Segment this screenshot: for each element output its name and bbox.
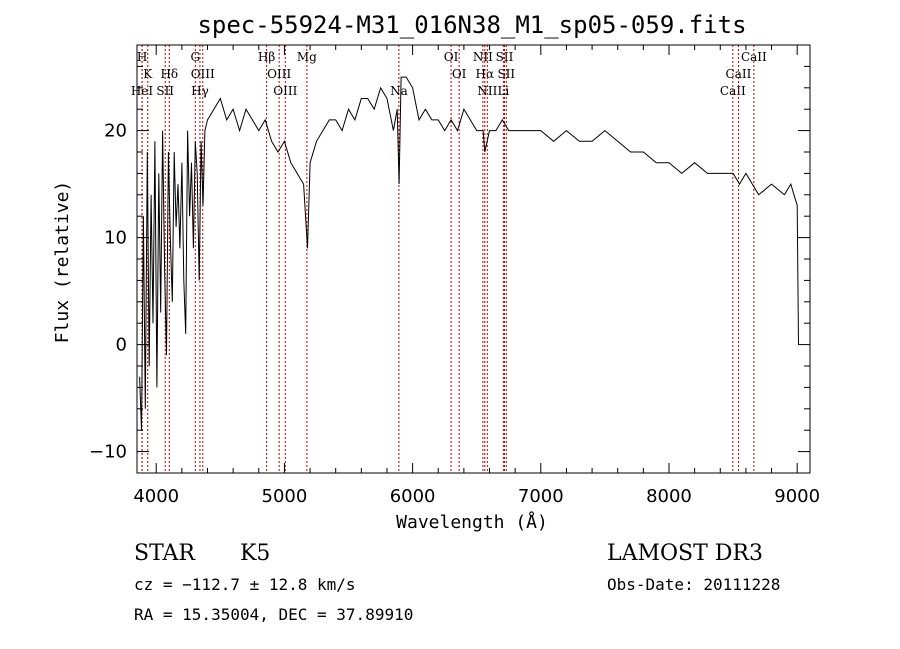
object-subclass: K5 [240, 541, 270, 566]
x-tick-label: 5000 [262, 486, 308, 507]
x-tick-label: 7000 [518, 486, 564, 507]
emission-line-label: OIII [273, 84, 297, 98]
emission-line-label: SII [496, 50, 514, 64]
chart-title: spec-55924-M31_016N38_M1_sp05-059.fits [197, 11, 746, 39]
emission-line-label: OIII [267, 67, 291, 81]
emission-line-label: K [143, 67, 153, 81]
observation-date: Obs-Date: 20111228 [607, 575, 780, 594]
y-axis-label: Flux (relative) [52, 181, 73, 344]
y-tick-label: −10 [89, 442, 127, 463]
y-tick-label: 0 [116, 335, 127, 356]
emission-line-label: CaII [741, 50, 767, 64]
y-tick-label: 20 [104, 121, 127, 142]
emission-line-label: SII [156, 84, 174, 98]
emission-line-label: Hα [475, 67, 494, 81]
emission-line-label: Hγ [191, 84, 209, 98]
x-tick-label: 9000 [774, 486, 820, 507]
emission-line-label: Na [390, 84, 408, 98]
emission-line-label: OI [452, 67, 467, 81]
emission-line-label: SII [497, 67, 515, 81]
x-tick-label: 6000 [390, 486, 436, 507]
emission-line-label: CaII [726, 67, 752, 81]
emission-line-label: NII [477, 84, 497, 98]
emission-line-label: CaII [720, 84, 746, 98]
coordinates: RA = 15.35004, DEC = 37.89910 [134, 605, 413, 624]
emission-line-label: Li [497, 84, 509, 98]
emission-line-label: Hβ [258, 50, 275, 64]
emission-line-label: HeI [131, 84, 154, 98]
redshift-velocity: cz = −112.7 ± 12.8 km/s [134, 575, 356, 594]
plot-frame [136, 44, 811, 474]
x-tick-label: 8000 [646, 486, 692, 507]
emission-line-label: Hδ [160, 67, 178, 81]
emission-line-label: OI [444, 50, 459, 64]
emission-line-label: NII [473, 50, 493, 64]
survey-name: LAMOST DR3 [607, 541, 763, 566]
emission-line-label: G [191, 50, 201, 64]
spectrum-series-line [139, 76, 799, 431]
emission-line-label: OIII [191, 67, 215, 81]
emission-line-label: Mg [297, 50, 317, 64]
object-class: STAR [134, 541, 196, 566]
x-tick-label: 4000 [133, 486, 179, 507]
y-tick-label: 10 [104, 228, 127, 249]
x-axis-label: Wavelength (Å) [396, 511, 548, 533]
